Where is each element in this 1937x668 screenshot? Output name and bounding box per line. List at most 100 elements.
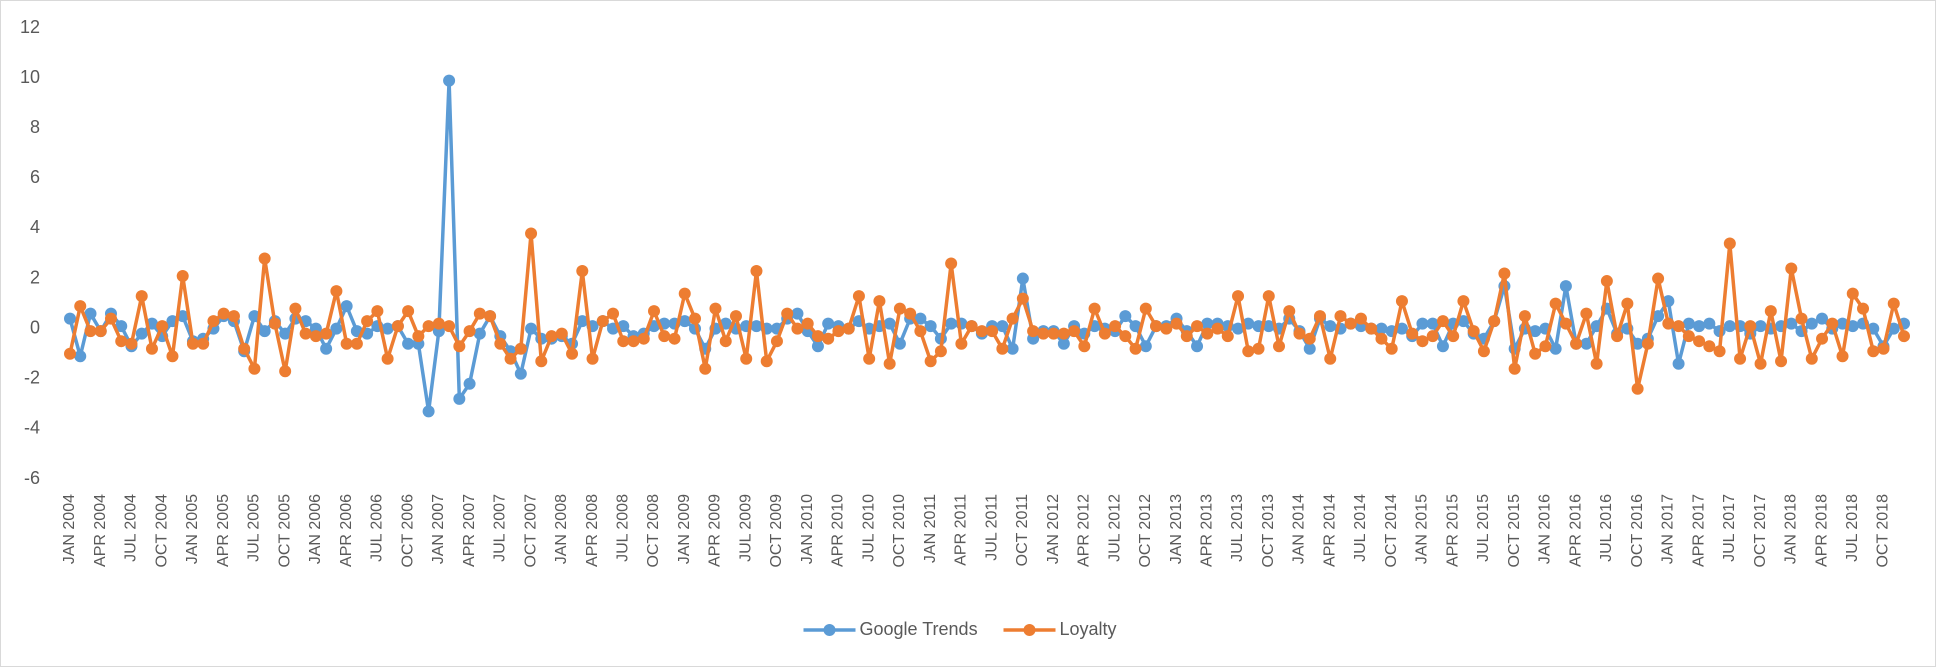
data-point [381,322,394,335]
data-point [668,332,681,345]
data-point [1703,317,1716,330]
data-point [1549,342,1562,355]
data-point [1816,312,1829,325]
data-point [1549,297,1562,310]
data-point [1436,340,1449,353]
x-tick-label: OCT 2005 [276,494,293,568]
data-point [576,315,589,328]
data-point [1078,340,1091,353]
data-point [340,300,353,313]
data-point [514,342,527,355]
legend-label: Loyalty [1060,619,1117,639]
x-tick-label: APR 2010 [830,494,847,567]
data-point [1242,345,1255,358]
data-point [1365,322,1378,335]
x-tick-label: APR 2014 [1321,494,1338,567]
data-point [227,310,240,323]
data-point [525,227,538,240]
data-point [1057,337,1070,350]
x-tick-label: JAN 2012 [1045,494,1062,564]
data-point [678,315,691,328]
data-point [1662,317,1675,330]
data-point [1713,345,1726,358]
data-point [1693,335,1706,348]
legend-item: Loyalty [1003,619,1117,639]
data-point [422,320,435,333]
data-point [473,307,486,320]
data-point [883,317,896,330]
data-point [832,325,845,338]
data-point [637,332,650,345]
y-tick-label: -2 [24,368,40,388]
data-point [1006,312,1019,325]
data-point [1385,342,1398,355]
data-point [914,312,927,325]
data-point [770,335,783,348]
y-tick-label: 6 [30,167,40,187]
data-point [299,327,312,340]
data-point [607,307,620,320]
data-point [873,295,886,308]
data-point [750,320,763,333]
data-point [94,325,107,338]
data-point [1611,330,1624,343]
y-tick-label: 2 [30,267,40,287]
data-point [1744,320,1757,333]
data-point [361,315,374,328]
data-point [924,320,937,333]
data-point [924,355,937,368]
data-point [1559,280,1572,293]
data-point [1580,307,1593,320]
data-point [699,362,712,375]
data-point [1375,322,1388,335]
data-point [166,350,179,363]
data-point [975,325,988,338]
x-tick-label: JAN 2017 [1660,494,1677,564]
data-point [1068,325,1081,338]
x-tick-label: JAN 2008 [553,494,570,564]
data-point [135,290,148,303]
data-point [1734,352,1747,365]
x-tick-label: JUL 2004 [123,494,140,562]
data-point [1129,342,1142,355]
data-point [443,320,456,333]
y-tick-label: -4 [24,418,40,438]
data-point [1191,340,1204,353]
data-point [1119,310,1132,323]
data-point [115,320,128,333]
data-point [1436,315,1449,328]
x-tick-label: OCT 2014 [1383,494,1400,568]
data-point [330,322,343,335]
data-point [965,320,978,333]
data-point [1037,327,1050,340]
data-point [115,335,128,348]
data-point [402,305,415,318]
data-point [904,307,917,320]
data-point [1129,320,1142,333]
data-point [463,377,476,390]
x-tick-label: APR 2015 [1444,494,1461,567]
data-point [1590,357,1603,370]
data-point [1764,305,1777,318]
data-point [1027,325,1040,338]
x-tick-label: APR 2018 [1813,494,1830,567]
x-tick-label: APR 2011 [953,494,970,566]
data-point [1283,305,1296,318]
y-tick-label: -6 [24,468,40,488]
y-tick-label: 10 [20,67,40,87]
data-point [176,270,189,283]
data-point [64,312,76,325]
data-point [1119,330,1132,343]
data-point [1703,340,1716,353]
data-point [760,355,773,368]
data-point [1395,295,1408,308]
x-tick-label: JUL 2007 [492,494,509,562]
data-point [1836,350,1849,363]
data-point [1016,272,1029,285]
data-point [145,342,158,355]
data-point [1395,322,1408,335]
legend-marker [1023,624,1036,636]
x-tick-label: OCT 2018 [1875,494,1892,568]
data-point [309,330,322,343]
